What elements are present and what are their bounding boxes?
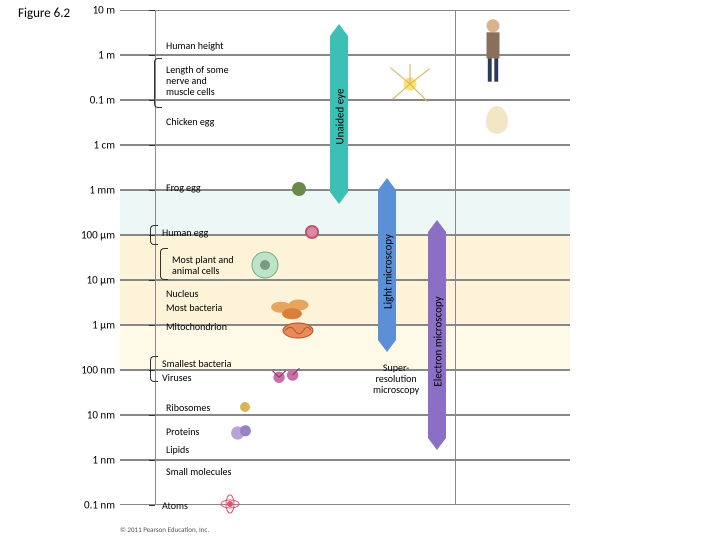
scope-label: Unaided eye [334, 67, 347, 167]
human-egg-icon [305, 225, 323, 243]
arrow-up-icon [428, 220, 446, 232]
neuron-icon [388, 62, 432, 106]
scale-item: Small molecules [166, 466, 231, 477]
scale-item: Frog egg [166, 182, 201, 193]
scale-item: Proteins [166, 426, 199, 437]
tick-label: 1 m [65, 49, 115, 62]
super-resolution-label: Super-resolutionmicroscopy [373, 362, 419, 395]
tick-label: 1 mm [65, 184, 115, 197]
egg-icon [486, 106, 508, 134]
scale-item: Ribosomes [166, 402, 210, 413]
human-icon [480, 18, 506, 84]
brace [150, 356, 158, 382]
arrow-down-icon [428, 438, 446, 450]
tick-label: 1 μm [65, 319, 115, 332]
tick-label: 1 nm [65, 454, 115, 467]
scope-label: Electron microscopy [432, 292, 445, 392]
tick-label: 10 μm [65, 274, 115, 287]
arrow-down-icon [378, 340, 396, 352]
virus-icon [270, 366, 304, 388]
brace [160, 248, 168, 280]
scale-item: Length of somenerve andmuscle cells [166, 64, 229, 97]
scale-chart: 10 m1 m0.1 m1 cm1 mm100 μm10 μm1 μm100 n… [120, 10, 570, 508]
scale-item: Most bacteria [166, 302, 222, 313]
tick-label: 10 nm [65, 409, 115, 422]
scope-label: Light microscopy [382, 222, 395, 322]
scale-item: Smallest bacteria [162, 358, 231, 369]
scale-item: Mitochondrion [166, 321, 227, 332]
tick-label: 10 m [65, 4, 115, 17]
scale-item: Atoms [162, 500, 188, 511]
cell-icon [250, 250, 280, 280]
brace [154, 58, 162, 108]
copyright: © 2011 Pearson Education, Inc. [120, 525, 209, 534]
scale-item: Chicken egg [166, 116, 214, 127]
arrow-up-icon [378, 178, 396, 190]
tick-label: 1 cm [65, 139, 115, 152]
scale-item: Lipids [166, 444, 189, 455]
tick-label: 0.1 nm [65, 499, 115, 512]
arrow-down-icon [330, 192, 348, 204]
tick-label: 100 nm [65, 364, 115, 377]
protein-icon [230, 422, 252, 444]
atom-icon [220, 494, 240, 514]
tick-label: 0.1 m [65, 94, 115, 107]
scale-item: Most plant andanimal cells [172, 254, 234, 276]
scale-item: Viruses [162, 372, 192, 383]
scale-item: Human egg [162, 227, 208, 238]
brace [150, 225, 158, 245]
tick-label: 100 μm [65, 229, 115, 242]
bacteria-icon [270, 294, 314, 320]
scale-item: Nucleus [166, 288, 198, 299]
frog-egg-icon [292, 182, 306, 196]
scale-item: Human height [166, 40, 224, 51]
arrow-up-icon [330, 24, 348, 36]
ribosome-icon [240, 402, 250, 412]
figure-label: Figure 6.2 [18, 6, 70, 21]
mitochondrion-icon [282, 322, 314, 340]
